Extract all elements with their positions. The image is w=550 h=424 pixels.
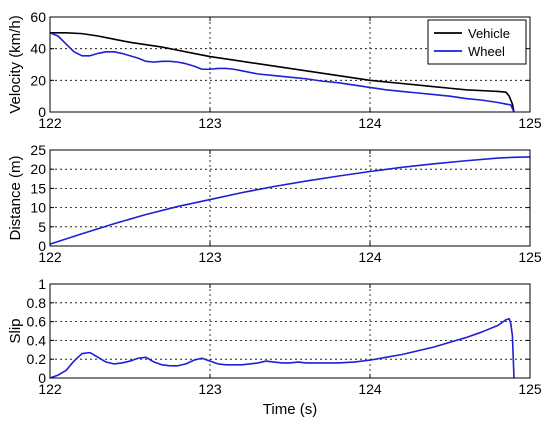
x-tick-label: 124: [358, 381, 382, 397]
x-tick-label: 124: [358, 249, 382, 265]
y-tick-label: 0: [38, 104, 46, 120]
series-line-panel2: [49, 317, 515, 379]
y-tick-label: 60: [30, 9, 46, 25]
legend: Vehicle Wheel: [427, 19, 527, 65]
x-tick-label: 123: [198, 115, 222, 131]
x-tick-label: 125: [518, 381, 542, 397]
legend-box: [427, 19, 527, 65]
subplot-distance: 122 123 124 125 0 5 10 15 20 25 Distance (m): [7, 142, 542, 265]
y-tick-label: 15: [30, 180, 46, 196]
x-tick-label: 124: [358, 115, 382, 131]
y-tick-label: 10: [30, 200, 46, 216]
y-tick-label: 0.4: [27, 332, 47, 348]
y-tick-label: 1: [38, 276, 46, 292]
y-tick-label: 5: [38, 219, 46, 235]
y-axis-label: Slip: [7, 318, 24, 343]
legend-label-wheel: Wheel: [468, 44, 505, 59]
series-line-wheel: [49, 32, 515, 113]
y-tick-label: 0.8: [27, 295, 47, 311]
y-axis-label: Distance (m): [7, 155, 24, 240]
axes-frame: [49, 283, 531, 379]
x-axis-label: Time (s): [263, 401, 317, 418]
x-tick-label: 125: [518, 115, 542, 131]
y-tick-label: 0: [38, 238, 46, 254]
y-tick-label: 20: [30, 72, 46, 88]
x-tick-label: 123: [198, 249, 222, 265]
subplot-velocity: 122 123 124 125 0 20 40 60 Velocity (km/h) Vehicl…: [7, 9, 542, 131]
x-tick-label: 122: [38, 381, 62, 397]
y-axis-label: Velocity (km/h): [7, 15, 24, 113]
x-tick-label: 122: [38, 115, 62, 131]
axes-frame: [49, 16, 531, 113]
x-tick-label: 125: [518, 249, 542, 265]
legend-label-vehicle: Vehicle: [468, 26, 510, 41]
axes-frame: [49, 149, 531, 247]
y-tick-label: 0.6: [27, 314, 47, 330]
subplot-slip: 122 123 124 125 0 0.2 0.4 0.6 0.8 1 Slip: [7, 276, 542, 397]
y-tick-label: 20: [30, 161, 46, 177]
series-line-panel1: [49, 156, 531, 245]
x-tick-label: 123: [198, 381, 222, 397]
x-tick-label: 122: [38, 249, 62, 265]
series-line-vehicle: [50, 32, 515, 113]
y-tick-label: 40: [30, 41, 46, 57]
y-tick-label: 0.2: [27, 351, 47, 367]
y-tick-label: 0: [38, 370, 46, 386]
y-tick-label: 25: [30, 142, 46, 158]
